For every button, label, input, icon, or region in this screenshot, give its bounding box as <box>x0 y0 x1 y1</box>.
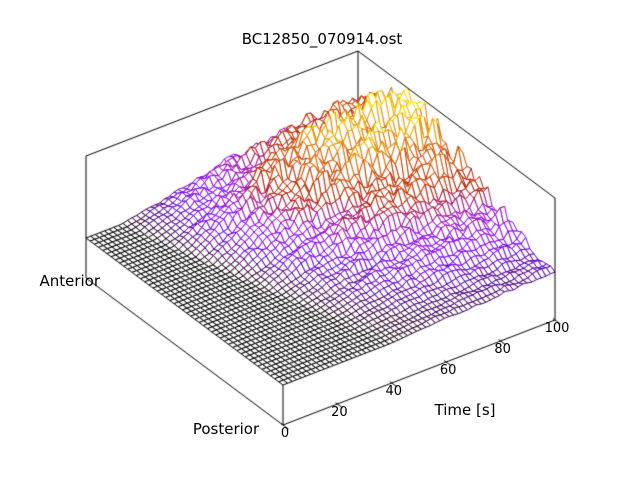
time-axis-tick-label: 80 <box>494 342 511 357</box>
time-axis-tick-label: 20 <box>331 405 348 420</box>
time-axis-tick-label: 60 <box>439 363 457 378</box>
plot-title: BC12850_070914.ost <box>241 30 403 48</box>
time-axis-tick-label: 100 <box>544 321 570 336</box>
anterior-axis-label: Anterior <box>39 272 100 290</box>
posterior-axis-label: Posterior <box>192 420 260 438</box>
time-axis-label: Time [s] <box>434 401 496 419</box>
time-axis-tick-label: 40 <box>385 384 403 399</box>
time-axis-tick-label: 0 <box>280 426 290 441</box>
